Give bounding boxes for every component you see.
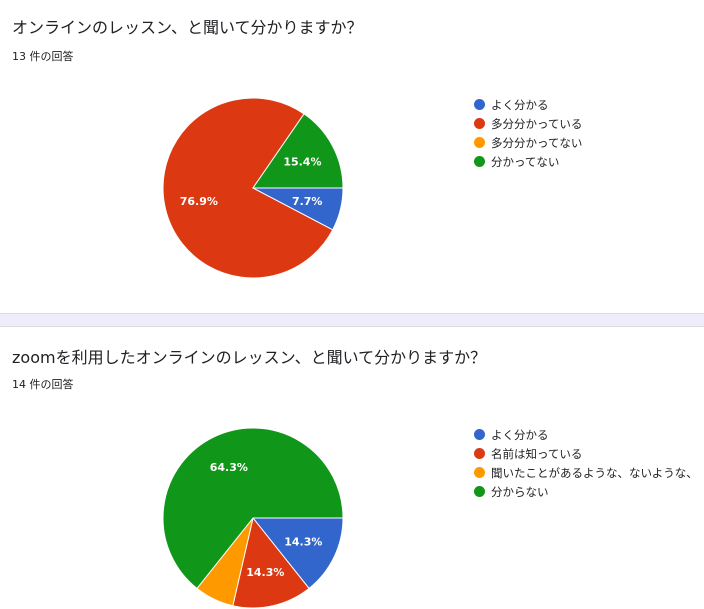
legend-item: よく分かる	[474, 95, 582, 114]
legend-swatch	[474, 467, 485, 478]
legend-item: 多分分かっている	[474, 114, 582, 133]
legend-label: 分かってない	[491, 154, 560, 169]
legend-swatch	[474, 156, 485, 167]
pie-slice	[251, 517, 344, 590]
slice-label: 14.3%	[284, 536, 322, 549]
response-count: 13 件の回答	[12, 50, 74, 63]
pie-slice	[162, 97, 334, 279]
legend-item: 多分分かってない	[474, 133, 582, 152]
pie-chart: 14.3% 14.3% 64.3%	[162, 427, 344, 609]
pie-slice	[252, 113, 344, 189]
slice-label: 76.9%	[180, 195, 218, 208]
legend-item: 分からない	[474, 482, 698, 501]
legend-label: 聞いたことがあるような、ないような、	[491, 465, 698, 480]
question-title: zoomを利用したオンラインのレッスン、と聞いて分かりますか？	[12, 348, 487, 367]
legend-swatch	[474, 137, 485, 148]
legend-item: よく分かる	[474, 425, 698, 444]
chart-legend: よく分かる 多分分かっている 多分分かってない 分かってない	[474, 95, 582, 171]
slice-label: 7.7%	[292, 195, 323, 208]
question-card-1: オンラインのレッスン、と聞いて分かりますか？ 13 件の回答 7.7% 76.9%…	[12, 18, 583, 279]
legend-swatch	[474, 486, 485, 497]
legend-swatch	[474, 448, 485, 459]
pie-slice	[232, 516, 310, 609]
response-count: 14 件の回答	[12, 378, 74, 391]
chart-legend: よく分かる 名前は知っている 聞いたことがあるような、ないような、 分からない	[474, 425, 698, 501]
legend-item: 聞いたことがあるような、ないような、	[474, 463, 698, 482]
legend-label: 多分分かってない	[491, 135, 583, 150]
legend-label: 名前は知っている	[491, 446, 583, 461]
legend-item: 分かってない	[474, 152, 582, 171]
legend-swatch	[474, 118, 485, 129]
card-separator	[0, 313, 704, 327]
legend-label: よく分かる	[491, 427, 549, 442]
legend-label: 多分分かっている	[491, 116, 583, 131]
pie-slice	[162, 427, 344, 590]
question-title: オンラインのレッスン、と聞いて分かりますか？	[12, 18, 363, 37]
slice-label: 64.3%	[210, 461, 248, 474]
pie-chart: 7.7% 76.9% 15.4%	[162, 97, 344, 279]
slice-label: 15.4%	[283, 156, 321, 169]
legend-swatch	[474, 429, 485, 440]
legend-item: 名前は知っている	[474, 444, 698, 463]
slice-label: 14.3%	[246, 566, 284, 579]
legend-swatch	[474, 99, 485, 110]
question-card-2: zoomを利用したオンラインのレッスン、と聞いて分かりますか？ 14 件の回答 …	[0, 327, 704, 609]
legend-label: よく分かる	[491, 97, 549, 112]
legend-label: 分からない	[491, 484, 549, 499]
